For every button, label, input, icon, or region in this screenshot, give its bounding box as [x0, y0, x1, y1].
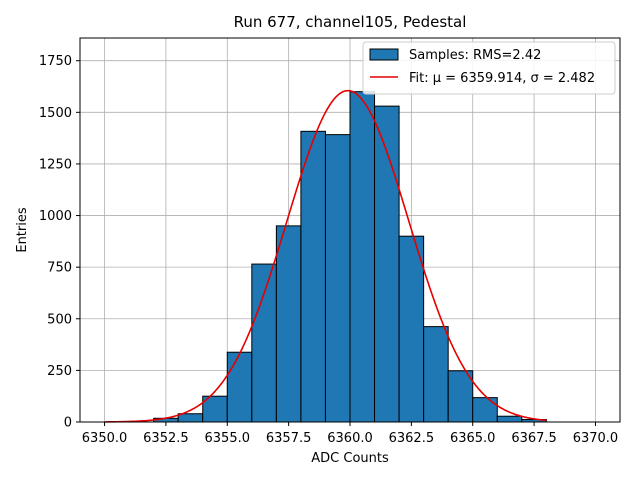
- chart-title: Run 677, channel105, Pedestal: [234, 13, 467, 31]
- x-tick-label: 6360.0: [327, 431, 373, 446]
- histogram-bar: [398, 235, 425, 423]
- x-tick-label: 6352.5: [143, 431, 189, 446]
- histogram-bar: [496, 415, 523, 423]
- y-tick-label: 500: [47, 312, 72, 327]
- x-tick-label: 6365.0: [450, 431, 496, 446]
- histogram-bar: [423, 326, 449, 423]
- y-tick-label: 1000: [39, 209, 72, 224]
- histogram-bar: [226, 351, 253, 423]
- legend-swatch-histogram: [369, 48, 399, 61]
- x-axis-label: ADC Counts: [311, 451, 389, 466]
- y-tick-label: 0: [64, 416, 72, 431]
- histogram-bar: [251, 263, 277, 423]
- histogram-bar: [300, 130, 326, 423]
- x-tick-label: 6362.5: [389, 431, 435, 446]
- y-axis-label: Entries: [15, 207, 30, 253]
- legend: Samples: RMS=2.42 Fit: μ = 6359.914, σ =…: [362, 41, 616, 95]
- histogram-bar: [324, 134, 351, 423]
- x-tick-label: 6357.5: [266, 431, 312, 446]
- histogram-bar: [447, 370, 474, 423]
- x-tick-label: 6350.0: [82, 431, 128, 446]
- x-axis: 6350.0 6352.5 6355.0 6357.5 6360.0 6362.5 6365…: [82, 422, 618, 446]
- histogram-bar: [177, 413, 204, 423]
- y-tick-label: 1250: [39, 157, 72, 172]
- y-tick-label: 250: [47, 364, 72, 379]
- histogram-bars: [153, 91, 547, 423]
- histogram-bar: [374, 105, 400, 423]
- y-tick-label: 750: [47, 261, 72, 276]
- y-tick-label: 1500: [39, 106, 72, 121]
- x-tick-label: 6355.0: [205, 431, 251, 446]
- histogram-bar: [349, 91, 376, 423]
- histogram-bar: [472, 397, 498, 423]
- legend-box: [362, 41, 616, 95]
- x-tick-label: 6367.5: [511, 431, 557, 446]
- fit-curve: [104, 89, 547, 423]
- histogram-bar: [275, 225, 302, 423]
- x-tick-label: 6370.0: [573, 431, 619, 446]
- legend-label-fit: Fit: μ = 6359.914, σ = 2.482: [409, 71, 595, 86]
- y-axis: 0 250 500 750 1000 1250 1500 1750: [39, 54, 80, 431]
- legend-label-histogram: Samples: RMS=2.42: [409, 48, 541, 63]
- y-tick-label: 1750: [39, 54, 72, 69]
